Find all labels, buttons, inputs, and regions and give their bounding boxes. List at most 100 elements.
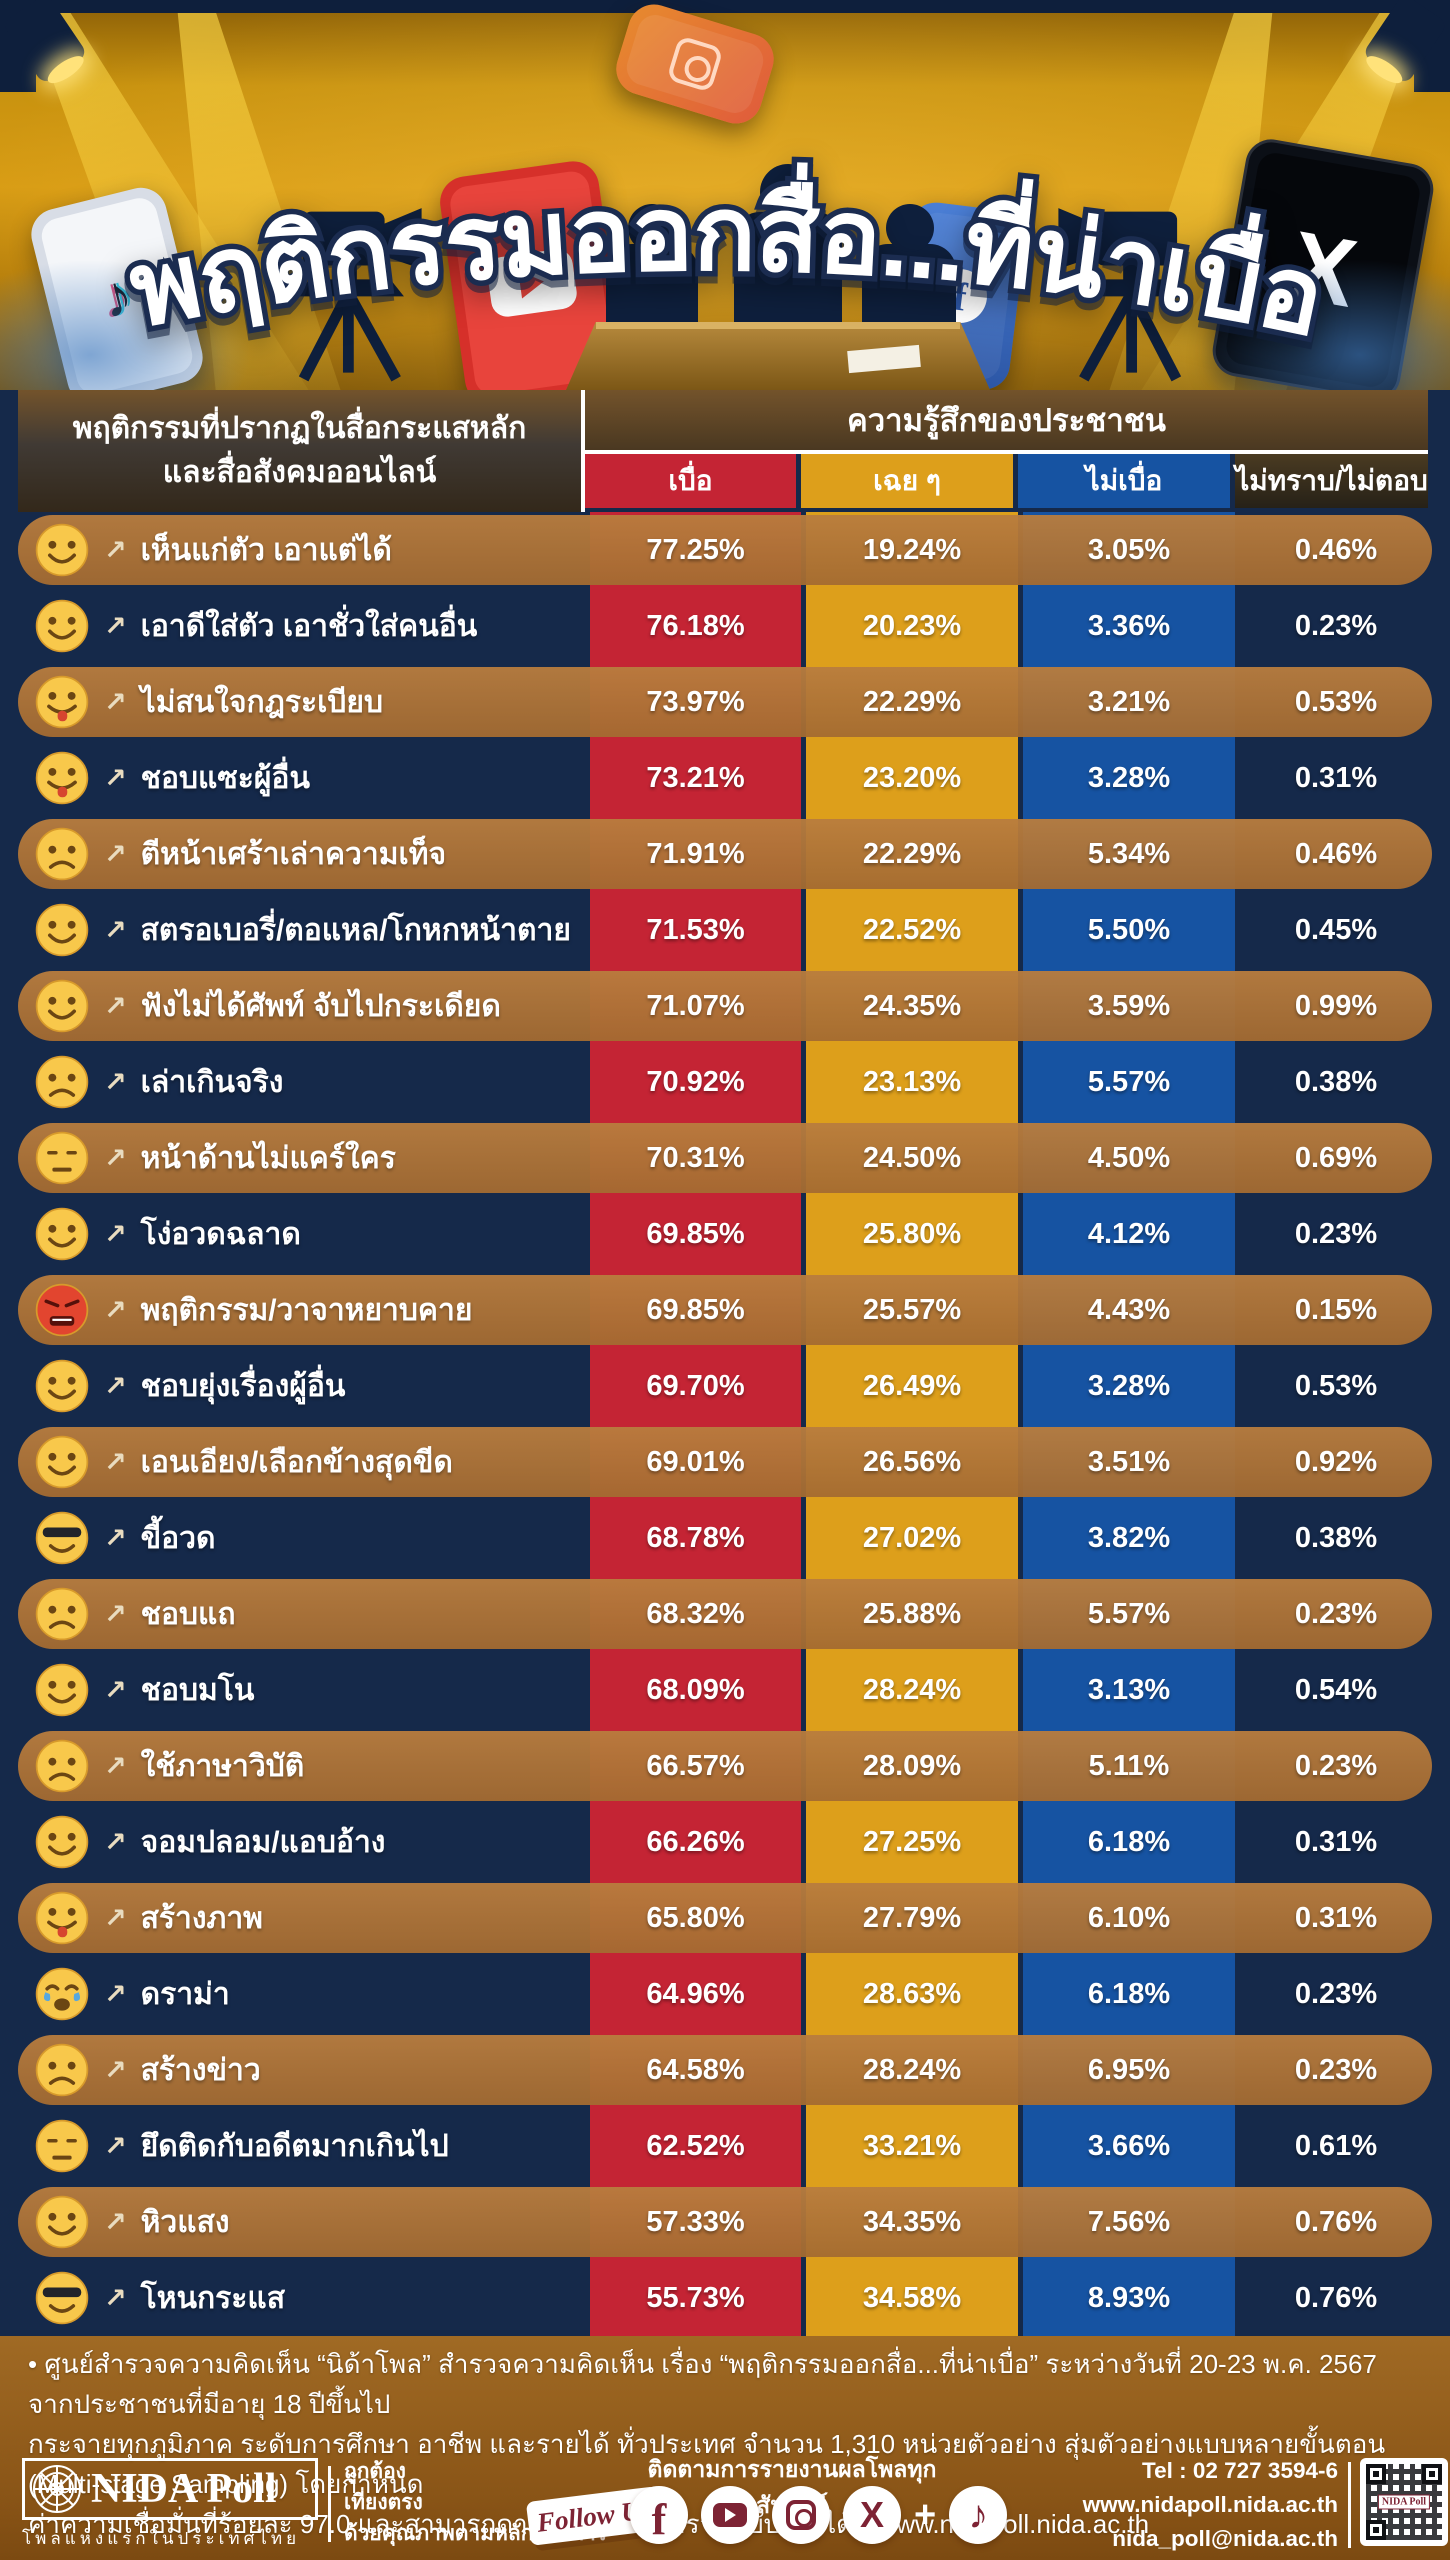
unknown-cell: 0.23% [1294, 1217, 1378, 1250]
table-row: ↗ ใช้ภาษาวิบัติ 66.57% 28.09% 5.11% 0.23… [18, 1728, 1432, 1804]
trend-arrow-icon: ↗ [104, 1826, 127, 1857]
footer: • ศูนย์สำรวจความคิดเห็น “นิด้าโพล” สำรวจ… [0, 2336, 1450, 2560]
behavior-label: ชอบแถ [140, 1597, 236, 1631]
behavior-cell: ↗ ชอบแซะผู้อื่น [18, 740, 585, 816]
unknown-cell: 0.53% [1294, 685, 1378, 718]
trend-arrow-icon: ↗ [104, 914, 127, 945]
zany-face-icon [34, 1890, 90, 1946]
column-header-not-bored: ไม่เบื่อ [1018, 454, 1230, 508]
bored-cell: 64.58% [590, 2032, 801, 2108]
youtube-icon[interactable] [701, 2486, 759, 2544]
bored-cell: 73.21% [590, 740, 801, 816]
unknown-cell: 0.54% [1294, 1673, 1378, 1706]
table-row: ↗ เอาดีใส่ตัว เอาชั่วใส่คนอื่น 76.18% 20… [18, 588, 1432, 664]
website-link[interactable]: www.nidapoll.nida.ac.th [1082, 2492, 1338, 2517]
table-row: ↗ โหนกระแส 55.73% 34.58% 8.93% 0.76% [18, 2260, 1432, 2336]
footnote-line: • ศูนย์สำรวจความคิดเห็น “นิด้าโพล” สำรวจ… [28, 2349, 1377, 2419]
not-bored-cell: 3.28% [1023, 740, 1235, 816]
trend-arrow-icon: ↗ [104, 1522, 127, 1553]
neutral-cell: 22.29% [806, 664, 1018, 740]
face-with-tongue-icon [34, 674, 90, 730]
behavior-column-header: พฤติกรรมที่ปรากฏในสื่อกระแสหลัก และสื่อส… [18, 390, 585, 512]
trend-arrow-icon: ↗ [104, 1446, 127, 1477]
video-camera-icon [295, 208, 422, 382]
behavior-label: เล่าเกินจริง [140, 1065, 284, 1099]
behavior-label: ฟังไม่ได้ศัพท์ จับไปกระเดียด [140, 989, 501, 1023]
logo-title: NIDA Poll [91, 2466, 277, 2512]
not-bored-cell: 3.59% [1023, 968, 1235, 1044]
behavior-cell: ↗ ขี้อวด [18, 1500, 585, 1576]
blushing-devil-face-icon [34, 902, 90, 958]
instagram-icon[interactable] [772, 2486, 830, 2544]
not-bored-cell: 3.66% [1023, 2108, 1235, 2184]
not-bored-cell: 6.95% [1023, 2032, 1235, 2108]
neutral-cell: 24.50% [806, 1120, 1018, 1196]
neutral-cell: 27.25% [806, 1804, 1018, 1880]
behavior-cell: ↗ ชอบยุ่งเรื่องผู้อื่น [18, 1348, 585, 1424]
neutral-cell: 26.56% [806, 1424, 1018, 1500]
table-header: พฤติกรรมที่ปรากฏในสื่อกระแสหลัก และสื่อส… [18, 390, 1432, 512]
svg-text:พฤติกรรมออกสื่อ...ที่น่าเบื่อ: พฤติกรรมออกสื่อ...ที่น่าเบื่อ [121, 161, 1333, 358]
not-bored-cell: 3.21% [1023, 664, 1235, 740]
nida-poll-logo: NIDA Poll โพลแห่งแรกในประเทศไทย [22, 2458, 318, 2552]
stage-truss-bar [0, 0, 1450, 13]
not-bored-cell: 3.28% [1023, 1348, 1235, 1424]
angry-shouting-face-icon [34, 1054, 90, 1110]
bored-cell: 69.70% [590, 1348, 801, 1424]
trend-arrow-icon: ↗ [104, 2206, 127, 2237]
table-row: ↗ หิวแสง 57.33% 34.35% 7.56% 0.76% [18, 2184, 1432, 2260]
unknown-cell: 0.38% [1294, 1521, 1378, 1554]
email-link[interactable]: nida_poll@nida.ac.th [1112, 2526, 1338, 2551]
behavior-cell: ↗ จอมปลอม/แอบอ้าง [18, 1804, 585, 1880]
facebook-icon[interactable]: f [630, 2486, 688, 2544]
behavior-label: โหนกระแส [140, 2281, 286, 2315]
qr-code[interactable]: NIDA Poll [1360, 2458, 1448, 2546]
behavior-cell: ↗ ไม่สนใจกฎระเบียบ [18, 664, 585, 740]
disguised-mustache-face-icon [34, 2118, 90, 2174]
trend-arrow-icon: ↗ [104, 610, 127, 641]
bored-cell: 62.52% [590, 2108, 801, 2184]
unknown-cell: 0.92% [1294, 1445, 1378, 1478]
behavior-cell: ↗ เห็นแก่ตัว เอาแต่ได้ [18, 512, 585, 588]
unknown-cell: 0.46% [1294, 533, 1378, 566]
behavior-cell: ↗ เอนเอียง/เลือกข้างสุดขีด [18, 1424, 585, 1500]
unknown-cell: 0.99% [1294, 989, 1378, 1022]
bored-cell: 68.78% [590, 1500, 801, 1576]
unknown-cell: 0.46% [1294, 837, 1378, 870]
tiktok-icon[interactable]: ♪ [949, 2486, 1008, 2544]
neutral-cell: 28.63% [806, 1956, 1018, 2032]
behavior-label: สร้างข่าว [140, 2053, 261, 2087]
nida-emblem-icon [33, 2465, 81, 2513]
neutral-cell: 22.52% [806, 892, 1018, 968]
x-icon[interactable]: X [843, 2486, 901, 2544]
table-row: ↗ ฟังไม่ได้ศัพท์ จับไปกระเดียด 71.07% 24… [18, 968, 1432, 1044]
unknown-cell: 0.15% [1294, 1293, 1378, 1326]
trend-arrow-icon: ↗ [104, 2282, 127, 2313]
behavior-cell: ↗ ใช้ภาษาวิบัติ [18, 1728, 585, 1804]
behavior-label: ยึดติดกับอดีตมากเกินไป [140, 2129, 449, 2163]
bored-cell: 71.53% [590, 892, 801, 968]
header-scene: ♪ f X [0, 0, 1450, 390]
beaming-sun-face-icon [34, 2194, 90, 2250]
behavior-label: สร้างภาพ [140, 1901, 263, 1935]
trend-arrow-icon: ↗ [104, 534, 127, 565]
behavior-cell: ↗ โหนกระแส [18, 2260, 585, 2336]
not-bored-cell: 3.05% [1023, 512, 1235, 588]
video-camera-icon [1058, 208, 1185, 382]
bored-cell: 69.85% [590, 1196, 801, 1272]
behavior-label: ใช้ภาษาวิบัติ [140, 1749, 305, 1783]
neutral-cell: 34.58% [806, 2260, 1018, 2336]
behavior-label: โง่อวดฉลาด [140, 1217, 301, 1251]
trend-arrow-icon: ↗ [104, 1218, 127, 1249]
table-row: ↗ ชอบมโน 68.09% 28.24% 3.13% 0.54% [18, 1652, 1432, 1728]
behavior-label: เห็นแก่ตัว เอาแต่ได้ [140, 533, 392, 567]
behavior-label: ดราม่า [140, 1977, 230, 2011]
unamused-face-icon [34, 1130, 90, 1186]
bored-cell: 69.01% [590, 1424, 801, 1500]
table-row: ↗ สร้างข่าว 64.58% 28.24% 6.95% 0.23% [18, 2032, 1432, 2108]
table-row: ↗ สร้างภาพ 65.80% 27.79% 6.10% 0.31% [18, 1880, 1432, 1956]
not-bored-cell: 5.11% [1023, 1728, 1235, 1804]
silly-glasses-face-icon [34, 1206, 90, 1262]
host-silhouette [760, 164, 816, 220]
not-bored-cell: 3.51% [1023, 1424, 1235, 1500]
